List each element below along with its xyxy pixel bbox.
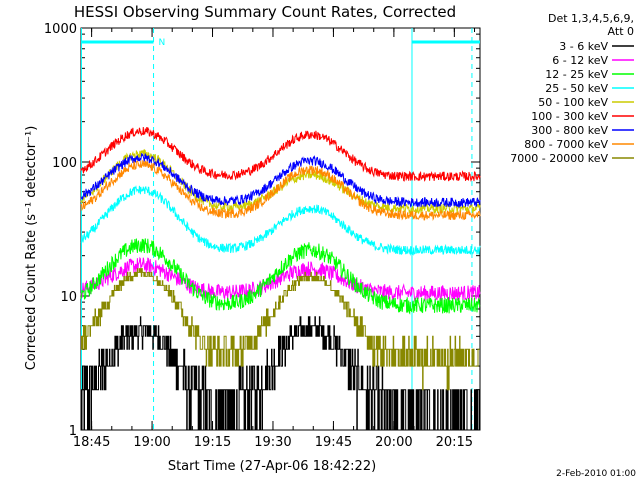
series-line-3	[80, 185, 481, 256]
x-tick-label: 19:30	[254, 435, 291, 450]
series-line-5	[80, 126, 481, 182]
y-tick-label: 10	[60, 290, 77, 305]
x-tick-label: 19:45	[315, 435, 352, 450]
series-line-7	[80, 159, 481, 222]
y-axis-label: Corrected Count Rate (s⁻¹ detector⁻¹)	[24, 126, 39, 371]
legend-header-detectors: Det 1,3,4,5,6,9,	[548, 12, 634, 25]
x-tick-label: 20:00	[375, 435, 412, 450]
series-line-6	[80, 153, 481, 209]
legend-label: 800 - 7000 keV	[524, 138, 608, 151]
x-tick-label: 19:15	[194, 435, 231, 450]
x-tick-label: 18:45	[73, 435, 110, 450]
series-line-1	[80, 256, 481, 303]
plot-frame	[80, 27, 481, 431]
series-line-2	[80, 238, 481, 315]
legend-label: 6 - 12 keV	[552, 54, 608, 67]
night-label: N	[159, 38, 166, 48]
x-axis-label: Start Time (27-Apr-06 18:42:22)	[168, 459, 376, 474]
legend-label: 12 - 25 keV	[545, 68, 608, 81]
legend-label: 100 - 300 keV	[531, 110, 608, 123]
y-tick-label: 100	[52, 156, 77, 171]
chart-title: HESSI Observing Summary Count Rates, Cor…	[74, 3, 456, 21]
y-tick-label: 1000	[44, 22, 77, 37]
legend-label: 50 - 100 keV	[538, 96, 608, 109]
legend-header-attenuator: Att 0	[608, 25, 634, 38]
legend-label: 7000 - 20000 keV	[510, 152, 608, 165]
plot-area: 18:45 19:00 19:15 19:30 19:45 20:00 20:15 1 10 10…	[44, 22, 481, 450]
x-tick-label: 19:00	[133, 435, 170, 450]
y-tick-label: 1	[69, 424, 77, 439]
series-line-8	[81, 268, 480, 391]
x-tick-label: 20:15	[436, 435, 473, 450]
series-line-0	[81, 316, 480, 431]
legend-label: 300 - 800 keV	[531, 124, 608, 137]
legend-label: 3 - 6 keV	[559, 40, 608, 53]
footer-date: 2-Feb-2010 01:00	[556, 469, 636, 479]
legend-label: 25 - 50 keV	[545, 82, 608, 95]
